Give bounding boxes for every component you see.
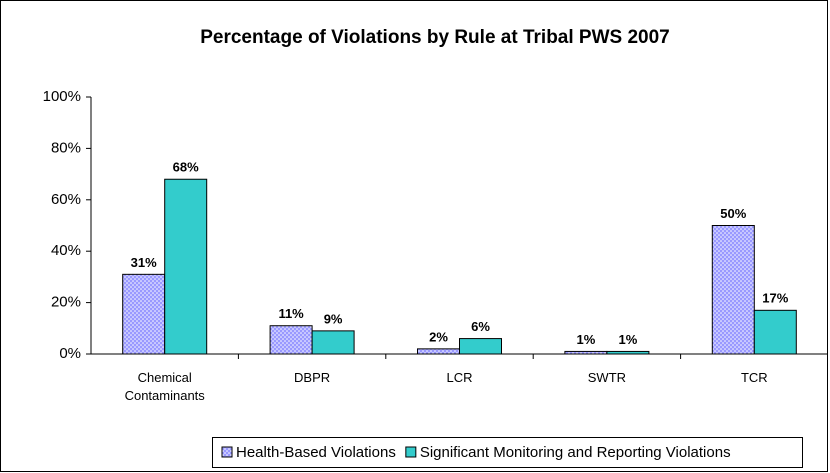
bar bbox=[459, 338, 502, 355]
x-tick-label: LCR bbox=[446, 370, 473, 385]
data-label: 1% bbox=[577, 332, 596, 347]
x-tick-label: Chemical Contaminants bbox=[124, 370, 205, 403]
y-tick-label: 40% bbox=[51, 242, 81, 259]
data-label: 17% bbox=[762, 291, 788, 306]
bar bbox=[417, 348, 460, 355]
data-label: 68% bbox=[173, 160, 199, 175]
bar bbox=[606, 350, 650, 355]
y-tick-label: 80% bbox=[51, 139, 81, 156]
bar bbox=[164, 178, 208, 355]
legend-box bbox=[212, 437, 803, 468]
bar bbox=[753, 309, 797, 355]
legend-swatch bbox=[221, 446, 233, 458]
data-label: 11% bbox=[278, 306, 304, 321]
bar bbox=[311, 330, 355, 355]
legend-label: Significant Monitoring and Reporting Vio… bbox=[420, 444, 731, 461]
bar bbox=[564, 350, 608, 355]
y-tick-label: 0% bbox=[59, 345, 81, 362]
bar bbox=[269, 325, 313, 355]
data-label: 9% bbox=[324, 311, 343, 326]
data-label: 1% bbox=[619, 332, 638, 347]
legend-label: Health-Based Violations bbox=[236, 444, 396, 461]
data-label: 2% bbox=[429, 329, 448, 344]
chart-title: Percentage of Violations by Rule at Trib… bbox=[200, 27, 670, 48]
bar bbox=[122, 273, 166, 355]
data-label: 6% bbox=[471, 319, 490, 334]
x-tick-label: DBPR bbox=[294, 370, 331, 385]
x-tick-label: TCR bbox=[740, 370, 768, 385]
bar bbox=[711, 225, 755, 355]
legend-swatch bbox=[405, 446, 417, 458]
y-tick-label: 100% bbox=[43, 88, 81, 105]
y-tick-label: 60% bbox=[51, 191, 81, 208]
x-tick-label: SWTR bbox=[587, 370, 627, 385]
data-label: 50% bbox=[720, 206, 746, 221]
y-tick-label: 20% bbox=[51, 294, 81, 311]
data-label: 31% bbox=[131, 255, 157, 270]
